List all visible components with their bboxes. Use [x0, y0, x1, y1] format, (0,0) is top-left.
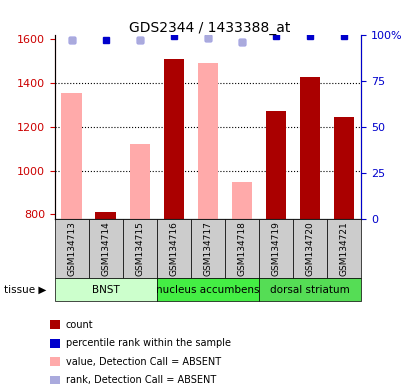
Text: GSM134721: GSM134721: [340, 221, 349, 276]
Text: GSM134715: GSM134715: [135, 221, 144, 276]
Bar: [95, 212, 116, 219]
Text: GSM134716: GSM134716: [169, 221, 178, 276]
Bar: [266, 111, 286, 219]
Bar: [334, 117, 354, 219]
Text: BNST: BNST: [92, 285, 120, 295]
Text: GSM134719: GSM134719: [272, 221, 281, 276]
Text: value, Detection Call = ABSENT: value, Detection Call = ABSENT: [66, 357, 221, 367]
Bar: [164, 59, 184, 219]
Text: GSM134720: GSM134720: [306, 221, 315, 276]
Bar: [300, 77, 320, 219]
Text: GSM134717: GSM134717: [203, 221, 213, 276]
Text: GSM134718: GSM134718: [237, 221, 247, 276]
Text: tissue ▶: tissue ▶: [4, 285, 47, 295]
Text: GSM134713: GSM134713: [67, 221, 76, 276]
Bar: [232, 182, 252, 219]
Text: dorsal striatum: dorsal striatum: [270, 285, 350, 295]
Text: GSM134714: GSM134714: [101, 221, 110, 276]
Text: percentile rank within the sample: percentile rank within the sample: [66, 338, 231, 348]
Text: rank, Detection Call = ABSENT: rank, Detection Call = ABSENT: [66, 375, 216, 384]
Bar: [198, 63, 218, 219]
Bar: [129, 144, 150, 219]
Text: count: count: [66, 320, 94, 330]
Text: nucleus accumbens: nucleus accumbens: [156, 285, 260, 295]
Text: GDS2344 / 1433388_at: GDS2344 / 1433388_at: [129, 21, 291, 35]
Bar: [61, 93, 82, 219]
